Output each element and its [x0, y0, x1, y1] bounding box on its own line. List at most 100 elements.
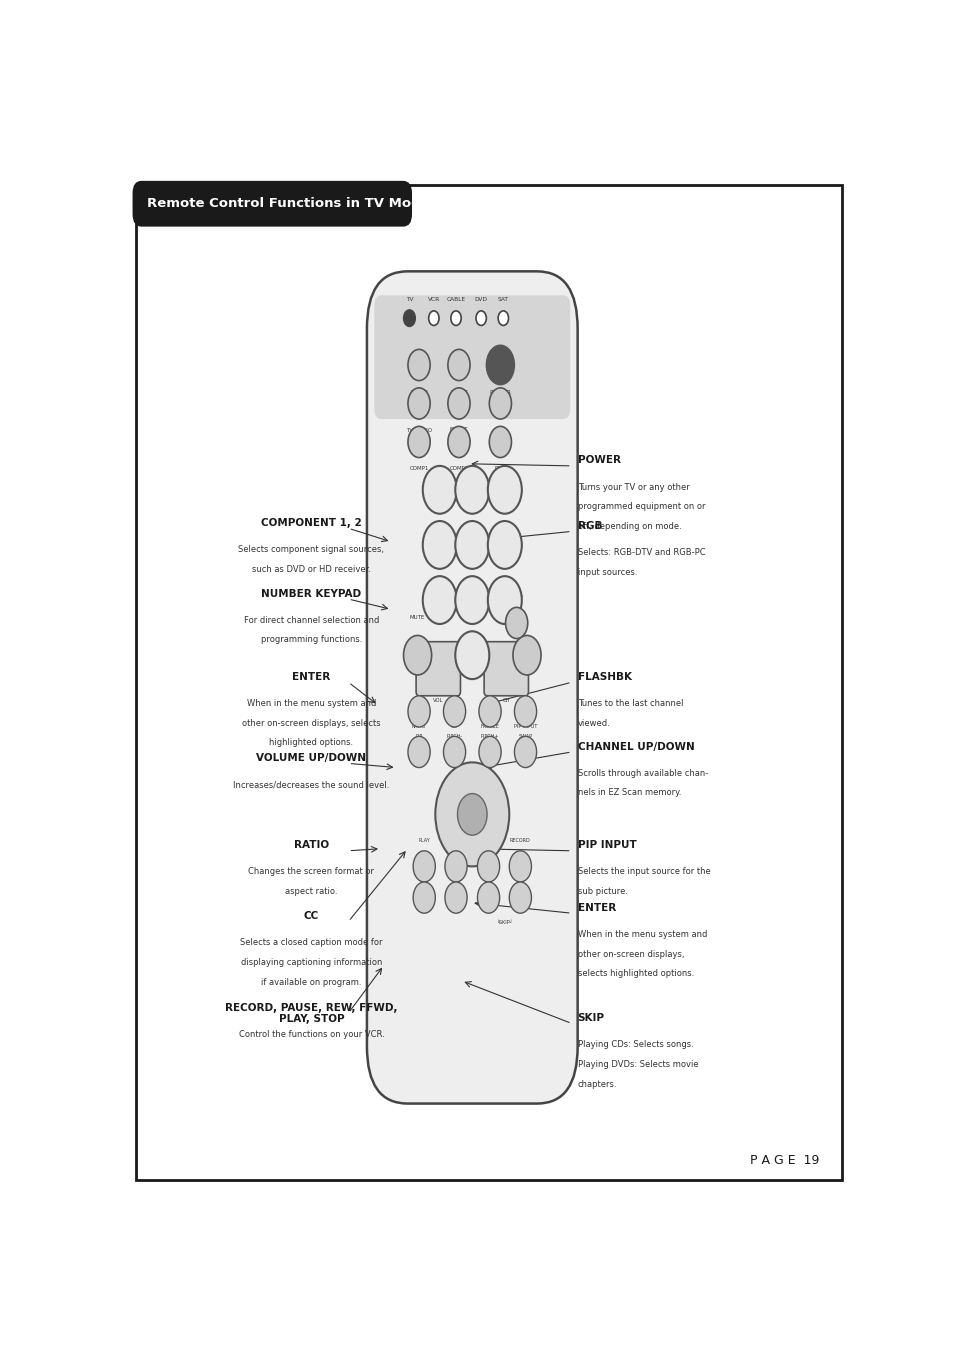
Circle shape: [489, 427, 511, 458]
FancyBboxPatch shape: [132, 181, 412, 227]
Text: CH: CH: [502, 698, 510, 703]
Text: CABLE: CABLE: [446, 296, 465, 301]
Text: When in the menu system and: When in the menu system and: [577, 929, 706, 939]
Text: programmed equipment on or: programmed equipment on or: [577, 503, 704, 511]
Circle shape: [509, 851, 531, 882]
Text: When in the menu system and: When in the menu system and: [247, 698, 375, 708]
Text: Increases/decreases the sound level.: Increases/decreases the sound level.: [233, 780, 389, 789]
Text: COMP2: COMP2: [449, 466, 468, 471]
Text: 5: 5: [467, 539, 476, 551]
Circle shape: [455, 576, 489, 624]
Circle shape: [457, 793, 487, 835]
Text: 3: 3: [499, 484, 509, 496]
Text: ENTER: ENTER: [410, 653, 425, 658]
Text: ▼: ▼: [469, 842, 475, 850]
Text: PLAY: PLAY: [418, 839, 430, 843]
Text: Scrolls through available chan-: Scrolls through available chan-: [577, 769, 707, 778]
Text: MODE: MODE: [410, 390, 428, 394]
Circle shape: [403, 635, 431, 676]
Circle shape: [509, 882, 531, 913]
Circle shape: [476, 311, 486, 326]
Circle shape: [478, 696, 500, 727]
Text: RECORD, PAUSE, REW, FFWD,
PLAY, STOP: RECORD, PAUSE, REW, FFWD, PLAY, STOP: [225, 1002, 397, 1024]
Circle shape: [413, 851, 435, 882]
Circle shape: [422, 521, 456, 569]
Circle shape: [435, 762, 509, 866]
Text: selects highlighted options.: selects highlighted options.: [577, 970, 693, 978]
Text: FLASH
BK: FLASH BK: [519, 651, 533, 659]
Text: RECORD: RECORD: [510, 839, 530, 843]
Circle shape: [443, 736, 465, 767]
Text: LIGHT: LIGHT: [450, 390, 467, 394]
Text: NUMBER KEYPAD: NUMBER KEYPAD: [261, 589, 361, 598]
Text: RATIO: RATIO: [294, 840, 329, 850]
Text: VIDEO: VIDEO: [508, 643, 525, 648]
Text: ENTER: ENTER: [577, 902, 616, 913]
Text: COMPONENT 1, 2: COMPONENT 1, 2: [261, 517, 361, 528]
Text: POWER: POWER: [577, 455, 620, 466]
Text: Turns your TV or any other: Turns your TV or any other: [577, 482, 689, 492]
Text: programming functions.: programming functions.: [260, 635, 362, 644]
Text: ◀: ◀: [447, 809, 453, 819]
Text: PIPCH+: PIPCH+: [480, 735, 498, 739]
Text: DVI: DVI: [496, 427, 504, 432]
Circle shape: [455, 631, 489, 680]
Text: Control the functions on your VCR.: Control the functions on your VCR.: [238, 1029, 384, 1039]
Text: highlighted options.: highlighted options.: [269, 739, 354, 747]
Circle shape: [455, 521, 489, 569]
Text: PIP INPUT: PIP INPUT: [577, 840, 636, 850]
Circle shape: [513, 635, 540, 676]
FancyBboxPatch shape: [416, 642, 460, 696]
Text: TV/VIDEO: TV/VIDEO: [406, 427, 432, 432]
Circle shape: [505, 608, 527, 639]
Text: ENTER: ENTER: [292, 671, 331, 682]
Circle shape: [478, 736, 500, 767]
Text: off, depending on mode.: off, depending on mode.: [577, 521, 680, 531]
Circle shape: [514, 696, 536, 727]
Text: RATIO: RATIO: [412, 724, 426, 730]
FancyBboxPatch shape: [367, 272, 577, 1104]
Text: VOLUME UP/DOWN: VOLUME UP/DOWN: [256, 753, 366, 763]
Text: DVD: DVD: [475, 296, 487, 301]
Text: CC: CC: [451, 724, 457, 730]
Circle shape: [497, 311, 508, 326]
Text: VCR: VCR: [427, 296, 439, 301]
Text: 4: 4: [435, 539, 444, 551]
Text: PIP INPUT: PIP INPUT: [514, 724, 537, 730]
Text: FREEZE: FREEZE: [480, 724, 499, 730]
Circle shape: [514, 736, 536, 767]
Text: SURF: SURF: [509, 594, 523, 600]
Text: other on-screen displays, selects: other on-screen displays, selects: [242, 719, 380, 728]
Text: For direct channel selection and: For direct channel selection and: [244, 616, 378, 624]
Circle shape: [447, 350, 470, 381]
Circle shape: [408, 696, 430, 727]
Text: RGB: RGB: [577, 521, 601, 531]
Circle shape: [422, 466, 456, 513]
Text: └SKIP┘: └SKIP┘: [497, 920, 513, 925]
Circle shape: [487, 466, 521, 513]
Text: RGB: RGB: [494, 466, 506, 471]
Text: Selects component signal sources,: Selects component signal sources,: [238, 544, 384, 554]
Circle shape: [487, 521, 521, 569]
FancyBboxPatch shape: [374, 296, 570, 419]
Text: PIP: PIP: [415, 735, 422, 739]
Text: aspect ratio.: aspect ratio.: [285, 888, 337, 896]
Text: SKIP: SKIP: [577, 1013, 604, 1023]
Text: ▶: ▶: [491, 809, 497, 819]
Text: other on-screen displays,: other on-screen displays,: [577, 950, 683, 959]
Text: Playing CDs: Selects songs.: Playing CDs: Selects songs.: [577, 1040, 693, 1050]
Text: 6: 6: [499, 539, 509, 551]
Circle shape: [455, 466, 489, 513]
Circle shape: [408, 388, 430, 419]
Text: SWAP: SWAP: [518, 735, 532, 739]
Text: 1: 1: [435, 484, 444, 496]
Circle shape: [408, 350, 430, 381]
Text: TV: TV: [405, 296, 413, 301]
Circle shape: [408, 736, 430, 767]
Text: such as DVD or HD receiver.: such as DVD or HD receiver.: [252, 565, 371, 574]
Text: STOP: STOP: [481, 839, 495, 843]
Text: 2: 2: [467, 484, 476, 496]
Text: PIPCH-: PIPCH-: [446, 735, 462, 739]
Text: Tunes to the last channel: Tunes to the last channel: [577, 698, 682, 708]
Text: 7: 7: [435, 593, 444, 607]
